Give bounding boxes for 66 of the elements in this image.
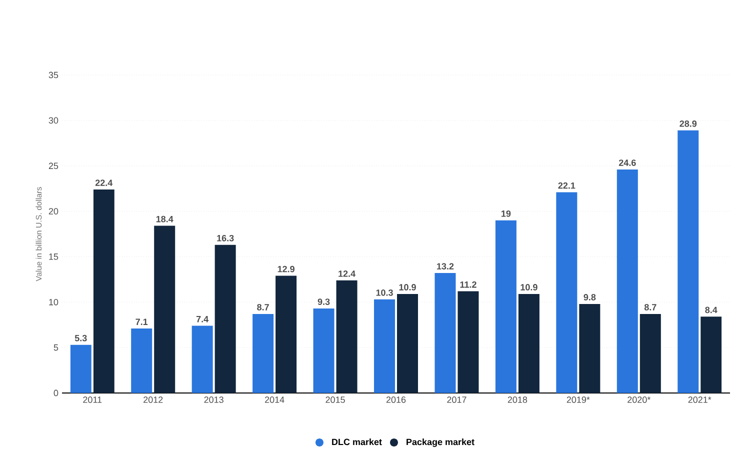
data-label: 10.9 [399,284,416,290]
bar [518,294,540,393]
bar [276,276,297,393]
bar [700,316,722,393]
bar [154,226,176,393]
x-tick-label: 2017 [447,396,466,403]
data-label: 9.3 [318,298,330,305]
x-tick-label: 2019* [566,396,590,403]
data-label: 5.3 [74,334,87,342]
x-tick-label: 2016 [386,396,406,403]
data-label: 11.2 [460,281,476,288]
y-axis-title: Value in billion U.S. dollars [36,187,42,282]
x-tick-label: 2015 [326,396,345,403]
x-tick-label: 2020* [628,396,651,403]
data-label: 24.6 [618,160,636,166]
y-tick-label: 0 [54,390,58,396]
x-tick-label: 2013 [204,396,224,403]
y-tick-label: 10 [49,298,58,306]
y-tick-label: 5 [54,344,58,351]
y-tick-label: 25 [48,162,58,170]
bar [556,192,578,393]
data-label: 12.9 [278,266,294,272]
legend-label: DLC market [332,438,382,446]
bar [495,220,516,393]
data-label: 8.4 [705,306,718,314]
y-tick-label: 35 [48,72,58,78]
data-label: 8.7 [644,304,656,310]
x-tick-label: 2011 [83,396,102,403]
legend-label: Package market [406,438,474,447]
bar [252,314,274,393]
data-label: 18.4 [156,216,174,222]
x-tick-label: 2014 [264,396,284,403]
bar [640,314,661,393]
data-label: 12.4 [338,270,356,277]
bar [336,280,358,393]
data-label: 19 [502,210,511,217]
data-label: 16.3 [217,234,234,242]
bar [678,130,699,393]
bar [192,326,213,393]
y-tick-label: 15 [49,254,58,260]
data-label: 7.4 [196,316,209,322]
data-label: 7.1 [136,318,148,325]
bar [313,308,334,393]
data-label: 8.7 [257,304,269,310]
bar [458,291,479,393]
bar [214,244,236,393]
bar [93,189,114,393]
x-tick-label: 2021* [688,396,712,403]
data-label: 22.1 [558,182,576,189]
x-tick-label: 2018 [508,396,528,403]
y-tick-label: 30 [48,117,58,124]
data-label: 13.2 [437,263,454,270]
data-label: 9.8 [584,294,596,300]
bar [434,273,456,393]
data-label: 10.9 [520,284,538,290]
data-label: 28.9 [680,120,697,127]
data-label: 10.3 [376,289,393,296]
bar [70,344,92,393]
x-tick-label: 2012 [144,396,163,403]
data-label: 22.4 [95,180,113,186]
bar [579,304,600,393]
y-tick-label: 20 [48,208,58,214]
bar [131,328,152,393]
bar [397,294,418,393]
bar [374,299,395,393]
bar [616,169,638,393]
